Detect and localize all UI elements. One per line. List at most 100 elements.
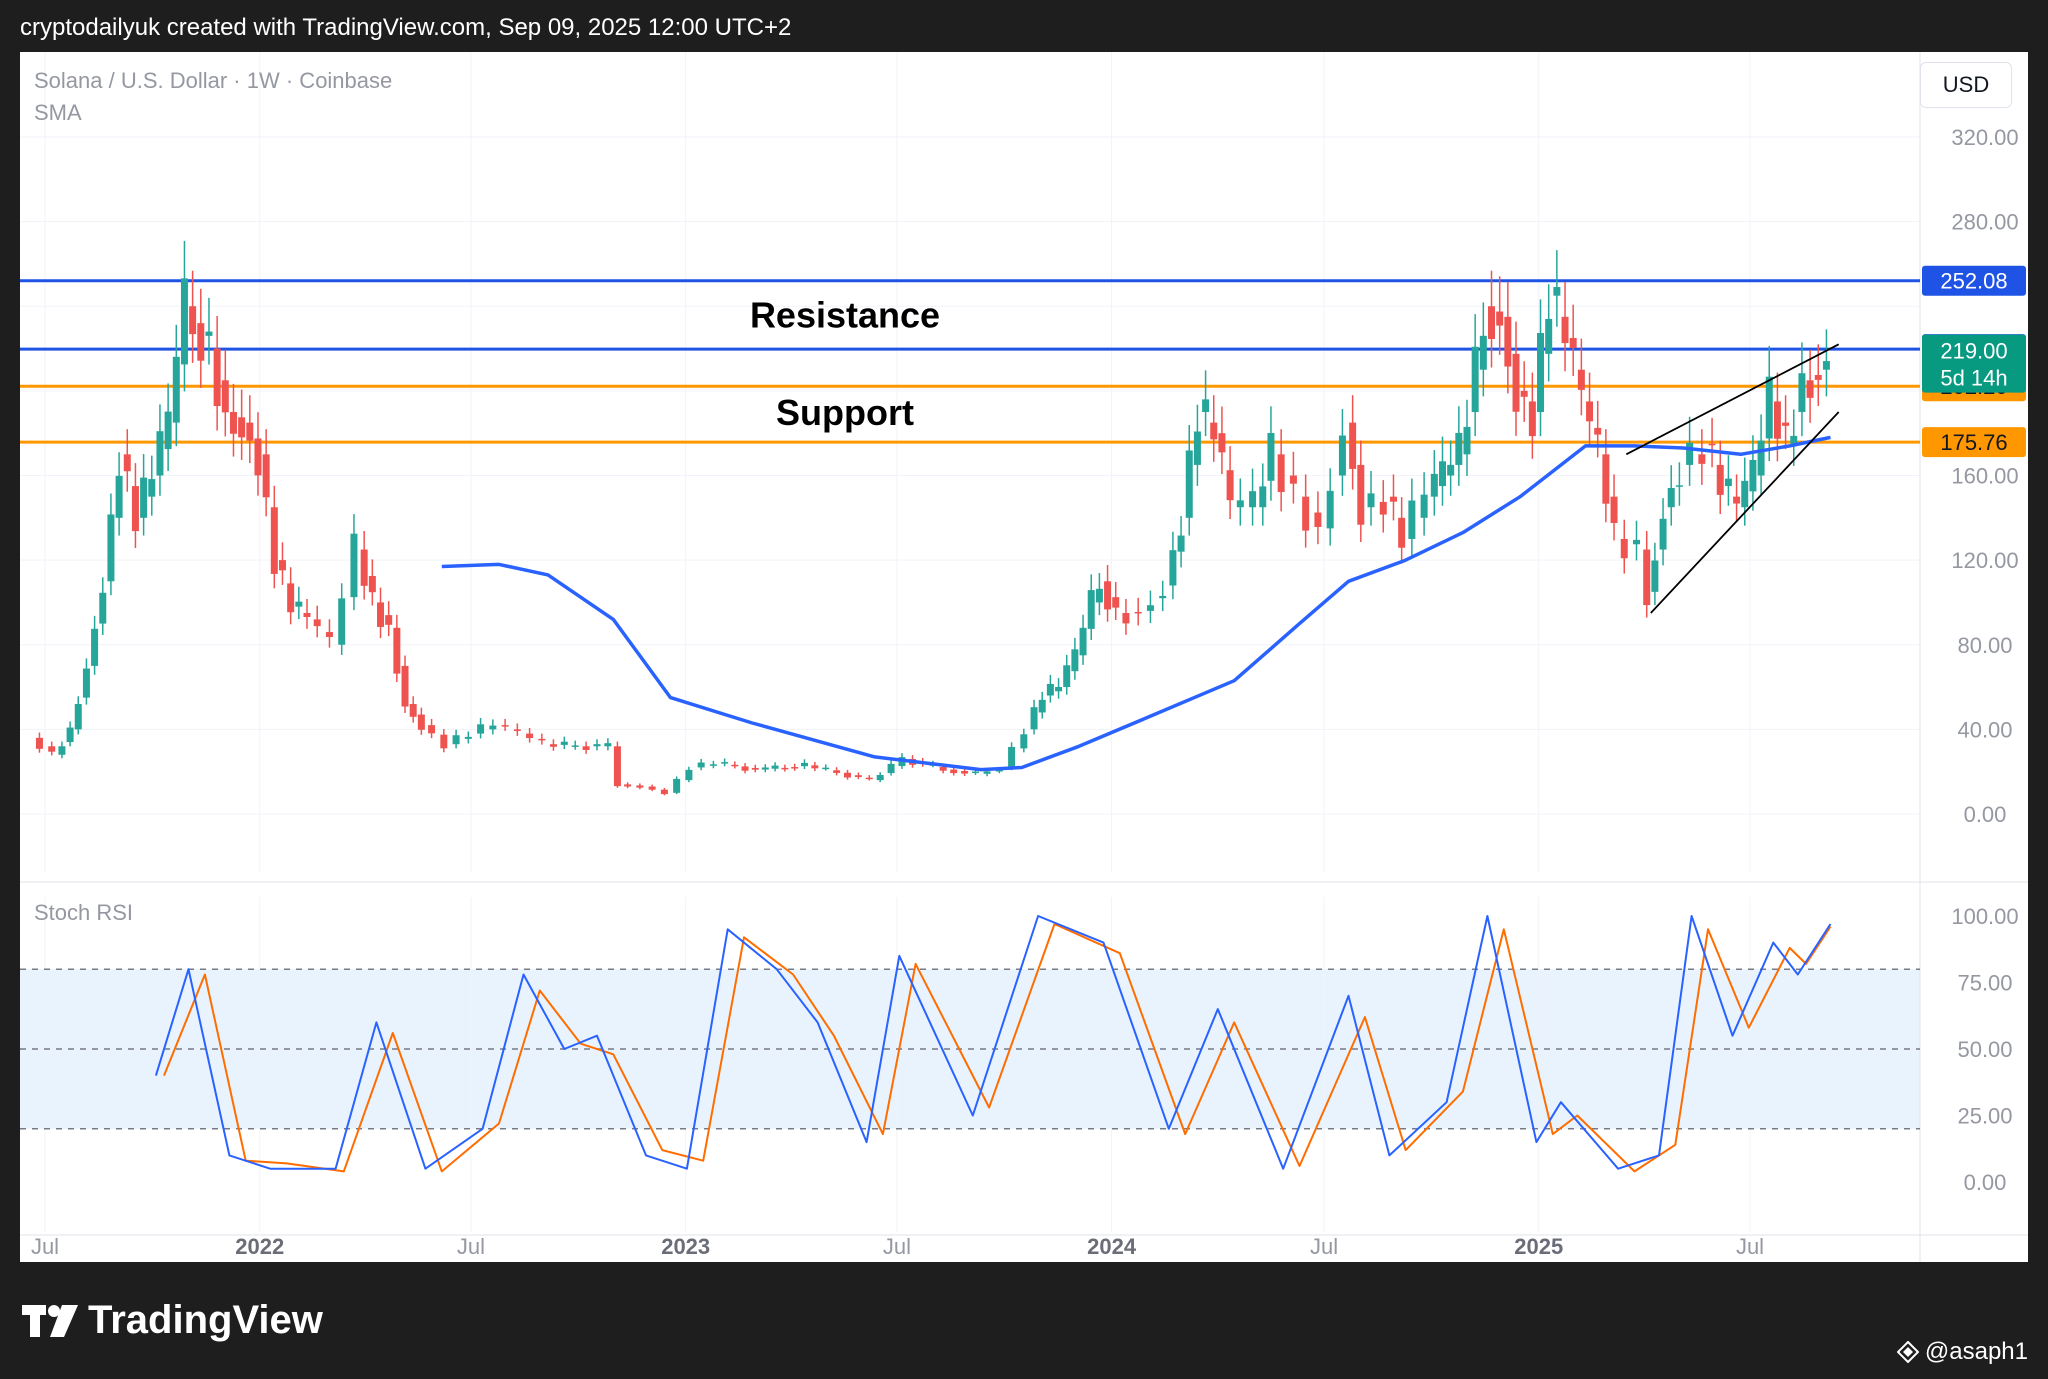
candle-body: [761, 767, 769, 770]
current-price-label: 219.00: [1940, 339, 2007, 364]
candle-body: [489, 725, 497, 730]
candle-body: [1314, 512, 1322, 527]
candle-body: [1520, 390, 1528, 397]
candle-body: [1659, 518, 1667, 550]
candle-body: [205, 331, 213, 336]
candle-body: [1569, 337, 1577, 348]
candle-body: [35, 737, 43, 749]
candle-body: [1236, 500, 1244, 508]
candle-body: [811, 765, 819, 769]
candle-body: [1159, 595, 1167, 599]
candle-body: [1430, 473, 1438, 497]
candle-body: [377, 602, 385, 627]
candle-body: [1185, 450, 1193, 518]
candle-body: [1277, 454, 1285, 493]
price-tick-label: 0.00: [1964, 802, 2007, 827]
candle-body: [971, 771, 979, 774]
candle-body: [513, 729, 521, 731]
stoch-tick-label: 75.00: [1957, 971, 2012, 996]
candle-body: [593, 744, 601, 747]
candle-body: [731, 764, 739, 767]
candle-body: [950, 769, 958, 774]
candle-body: [1724, 478, 1732, 487]
candle-body: [1389, 496, 1397, 502]
candle-body: [1773, 401, 1781, 439]
candle-body: [48, 746, 56, 752]
candle-body: [74, 703, 82, 730]
tradingview-logo[interactable]: TradingView: [22, 1298, 323, 1343]
candle-body: [123, 454, 131, 472]
candle-body: [313, 619, 321, 627]
time-tick-label: 2022: [235, 1234, 284, 1259]
candle-body: [1202, 399, 1210, 413]
candle-body: [1698, 454, 1706, 464]
chart-svg[interactable]: Resistance Support 320.00 280.00 160.00 120.0…: [20, 52, 2028, 1262]
candle-body: [791, 767, 799, 769]
candle-body: [1790, 435, 1798, 444]
candle-body: [338, 598, 346, 645]
candle-body: [180, 278, 188, 365]
candle-body: [1594, 427, 1602, 435]
candle-body: [501, 725, 509, 727]
candle-body: [1420, 494, 1428, 518]
author-handle[interactable]: @asaph1: [1896, 1338, 2028, 1366]
candle-body: [254, 438, 262, 476]
candle-body: [464, 736, 472, 739]
candle-body: [1675, 485, 1683, 487]
time-tick-label: 2023: [661, 1234, 710, 1259]
candle-body: [1104, 581, 1112, 610]
candle-body: [1471, 346, 1479, 413]
indicator-label: SMA: [34, 100, 82, 125]
candle-body: [1055, 686, 1063, 692]
candle-body: [270, 507, 278, 574]
candle-body: [1079, 627, 1087, 656]
time-tick-label: Jul: [1310, 1234, 1338, 1259]
time-tick-label: Jul: [883, 1234, 911, 1259]
candle-body: [262, 454, 270, 498]
candle-body: [303, 613, 311, 618]
candle-body: [1259, 486, 1267, 508]
candle-body: [636, 785, 644, 788]
candle-body: [1095, 588, 1103, 603]
support-annotation: Support: [776, 392, 914, 433]
channel-trendline: [1625, 343, 1840, 456]
candle-body: [865, 777, 873, 780]
stoch-tick-label: 0.00: [1964, 1170, 2007, 1195]
resistance-annotation: Resistance: [750, 295, 940, 336]
price-level-tag: [1922, 265, 2026, 296]
candle-body: [325, 632, 333, 637]
candle-body: [350, 533, 358, 598]
currency-button[interactable]: USD: [1920, 62, 2012, 108]
candle-body: [673, 778, 681, 793]
candle-body: [1071, 649, 1079, 672]
candle-body: [1463, 426, 1471, 455]
time-tick-label: 2024: [1087, 1234, 1137, 1259]
candle-body: [148, 479, 156, 497]
candle-body: [1537, 333, 1545, 413]
candle-body: [131, 486, 139, 532]
candle-body: [648, 786, 656, 790]
candle-body: [1087, 590, 1095, 629]
candle-body: [1367, 493, 1375, 508]
candle-body: [58, 746, 66, 755]
candle-body: [1177, 535, 1185, 552]
candle-body: [604, 743, 612, 747]
candle-body: [385, 615, 393, 625]
candle-body: [1302, 496, 1310, 531]
bar-countdown-label: 5d 14h: [1940, 366, 2007, 391]
candle-body: [1577, 369, 1585, 390]
candle-body: [1134, 611, 1142, 614]
candle-body: [1289, 475, 1297, 484]
candle-body: [156, 431, 164, 476]
candle-body: [409, 703, 417, 717]
candle-body: [1146, 605, 1154, 611]
candle-body: [1122, 613, 1130, 624]
price-level-tag-label: 252.08: [1940, 269, 2007, 294]
candle-body: [822, 767, 830, 770]
chart-panel[interactable]: Resistance Support 320.00 280.00 160.00 120.0…: [20, 52, 2028, 1262]
candle-body: [1561, 316, 1569, 344]
candle-body: [582, 746, 590, 750]
candle-body: [197, 323, 205, 361]
diamond-icon: [1896, 1341, 1919, 1363]
candle-body: [697, 762, 705, 768]
